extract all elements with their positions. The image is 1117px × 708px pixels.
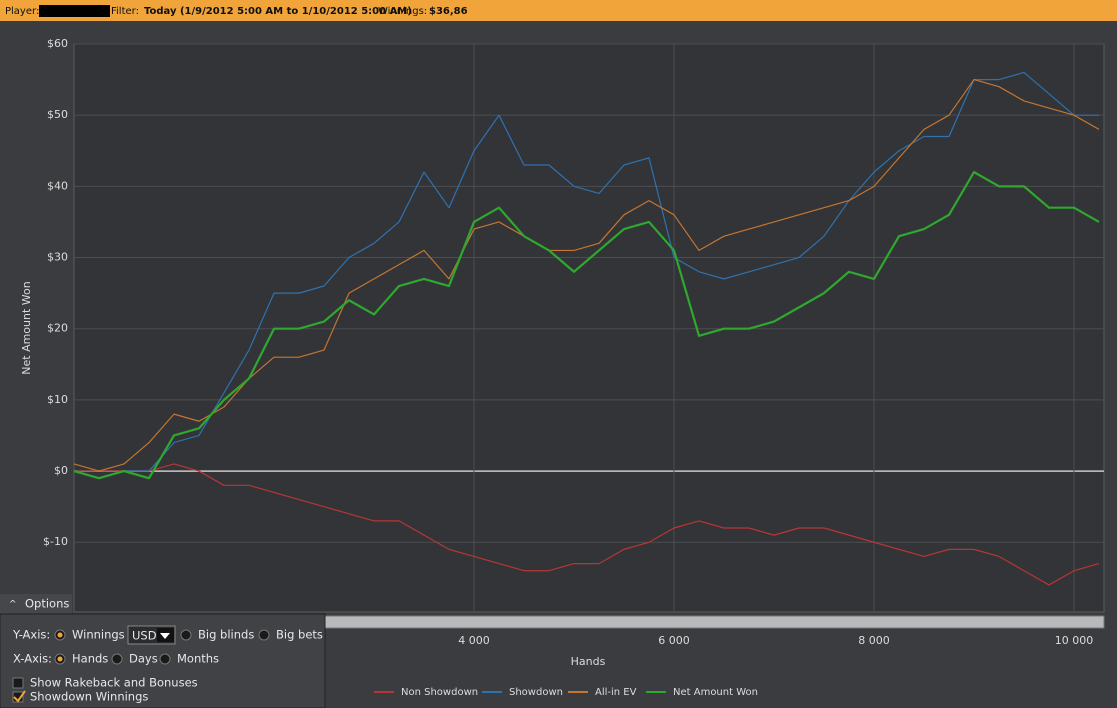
top-bar-bg xyxy=(0,0,1117,21)
y-axis-title: Net Amount Won xyxy=(20,281,33,374)
checkbox[interactable] xyxy=(12,677,24,689)
x-tick-label: 10 000 xyxy=(1055,634,1094,647)
collapse-icon: ^ xyxy=(9,600,17,610)
options-tab[interactable] xyxy=(0,594,72,614)
winnings: $36,86 xyxy=(429,6,468,17)
winnings-label: Winnings: xyxy=(378,6,427,17)
series-line xyxy=(73,171,1100,480)
y-tick-label: $-10 xyxy=(43,535,68,548)
dropdown-arrow xyxy=(160,633,170,639)
scrollbar[interactable] xyxy=(324,615,1105,629)
player-label: Player: xyxy=(5,6,39,17)
legend-label: All-in EV xyxy=(595,687,637,698)
x-axis-label: X-Axis: xyxy=(13,652,52,666)
radio-button[interactable] xyxy=(258,629,270,641)
radio-button[interactable] xyxy=(111,653,123,665)
y-tick-label: $30 xyxy=(47,251,68,264)
x-axis-option: Hands xyxy=(72,652,108,666)
chart: $-10 $0 $10 $20 $30 $40 $50 $60 4 000 6 000 8 000 1… xyxy=(43,37,1104,647)
series-line xyxy=(73,71,1099,479)
legend-label: Non Showdown xyxy=(401,687,478,698)
checkmark xyxy=(13,690,26,703)
redacted xyxy=(39,5,110,17)
y-tick-label: $50 xyxy=(47,108,68,121)
legend-label: Net Amount Won xyxy=(673,687,758,698)
radio-button[interactable] xyxy=(180,629,192,641)
y-axis-option: Big bets xyxy=(276,628,323,642)
checkbox-label: Show Rakeback and Bonuses xyxy=(30,676,198,690)
x-tick-label: 8 000 xyxy=(858,634,890,647)
radio-dot xyxy=(57,632,63,638)
filter-label: Filter: xyxy=(111,6,139,17)
y-tick-label: $10 xyxy=(47,393,68,406)
y-tick-label: $60 xyxy=(47,37,68,50)
y-tick-label: $20 xyxy=(47,322,68,335)
top-bar: Player: Filter: Today (1/9/2012 5:00 AM … xyxy=(0,0,1117,21)
y-axis-label: Y-Axis: xyxy=(12,628,50,642)
legend-label: Showdown xyxy=(509,687,563,698)
y-tick-label: $40 xyxy=(47,179,68,192)
y-axis-option: Winnings xyxy=(72,628,125,642)
currency: USD xyxy=(132,629,157,643)
legend: Non Showdown Showdown All-in EV Net Amount … xyxy=(374,687,758,698)
y-axis-option: Big blinds xyxy=(198,628,254,642)
radio-button[interactable] xyxy=(159,653,171,665)
options-panel: ^ Options Y-Axis: X-Axis: USD Winnings Bi… xyxy=(0,594,326,708)
x-axis-option: Months xyxy=(177,652,219,666)
plot-area xyxy=(73,43,1105,613)
options-title: Options xyxy=(25,597,69,611)
x-tick-label: 6 000 xyxy=(658,634,690,647)
radio-dot xyxy=(57,656,63,662)
y-tick-label: $0 xyxy=(54,464,68,477)
filter: Today (1/9/2012 5:00 AM to 1/10/2012 5:0… xyxy=(144,6,412,17)
series-line xyxy=(74,463,1100,586)
x-tick-label: 4 000 xyxy=(458,634,490,647)
x-axis-option: Days xyxy=(129,652,158,666)
checkbox-label: Showdown Winnings xyxy=(30,690,148,704)
x-axis-title: Hands xyxy=(571,655,606,668)
